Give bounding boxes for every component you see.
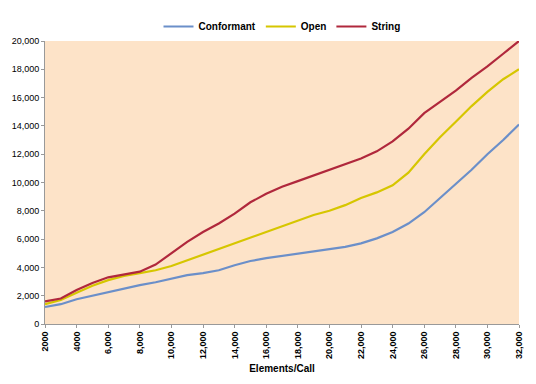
svg-text:2000: 2000 xyxy=(40,332,50,352)
svg-text:0: 0 xyxy=(34,319,39,329)
svg-text:14,000: 14,000 xyxy=(12,121,40,131)
svg-text:Conformant: Conformant xyxy=(199,21,256,32)
svg-text:18,000: 18,000 xyxy=(293,332,303,360)
svg-text:14,000: 14,000 xyxy=(230,332,240,360)
svg-text:30,000: 30,000 xyxy=(482,332,492,360)
svg-text:Elements/Call: Elements/Call xyxy=(249,363,315,374)
svg-text:24,000: 24,000 xyxy=(388,332,398,360)
svg-text:Open: Open xyxy=(301,21,327,32)
svg-text:8,000: 8,000 xyxy=(17,206,40,216)
svg-text:4000: 4000 xyxy=(72,332,82,352)
svg-text:4,000: 4,000 xyxy=(17,263,40,273)
svg-text:String: String xyxy=(371,21,400,32)
svg-text:10,000: 10,000 xyxy=(166,332,176,360)
svg-text:22,000: 22,000 xyxy=(356,332,366,360)
svg-text:20,000: 20,000 xyxy=(12,36,40,46)
svg-text:10,000: 10,000 xyxy=(12,178,40,188)
svg-text:12,000: 12,000 xyxy=(12,149,40,159)
svg-text:6,000: 6,000 xyxy=(17,234,40,244)
svg-text:28,000: 28,000 xyxy=(451,332,461,360)
svg-text:32,000: 32,000 xyxy=(514,332,524,360)
svg-text:16,000: 16,000 xyxy=(12,93,40,103)
svg-text:26,000: 26,000 xyxy=(419,332,429,360)
svg-text:18,000: 18,000 xyxy=(12,64,40,74)
svg-text:16,000: 16,000 xyxy=(261,332,271,360)
svg-text:12,000: 12,000 xyxy=(198,332,208,360)
svg-text:8,000: 8,000 xyxy=(135,332,145,355)
svg-text:20,000: 20,000 xyxy=(324,332,334,360)
svg-text:2,000: 2,000 xyxy=(17,291,40,301)
svg-text:6,000: 6,000 xyxy=(103,332,113,355)
